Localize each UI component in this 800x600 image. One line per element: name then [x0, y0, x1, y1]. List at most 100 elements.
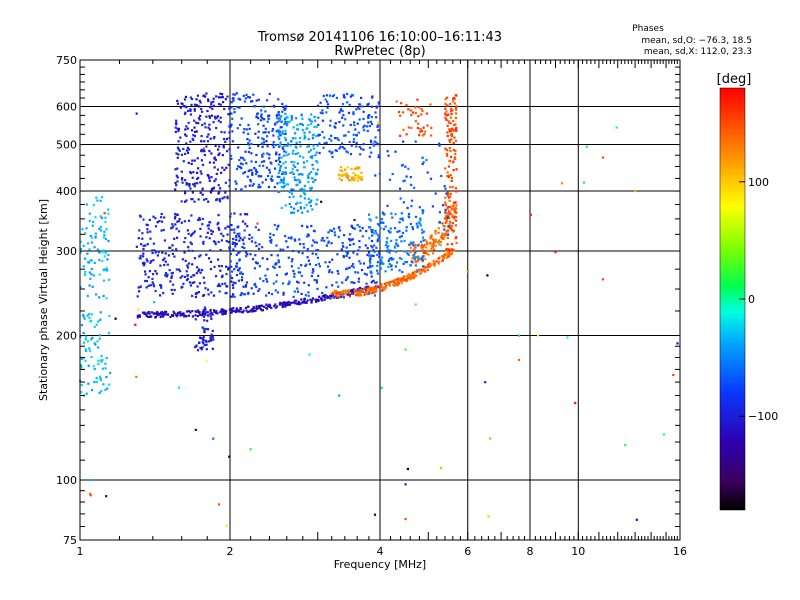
data-points — [79, 92, 679, 527]
data-point — [361, 290, 364, 294]
data-point — [352, 171, 355, 174]
data-point — [338, 226, 341, 229]
data-point — [283, 302, 286, 305]
data-point — [176, 176, 179, 179]
data-point — [242, 172, 245, 175]
data-point — [345, 254, 348, 257]
data-point — [183, 220, 186, 223]
data-point — [98, 251, 101, 254]
data-point — [241, 272, 244, 276]
data-point — [191, 176, 194, 179]
data-point — [421, 130, 424, 133]
data-point — [414, 111, 417, 114]
data-point — [203, 198, 206, 201]
data-point — [401, 231, 405, 234]
data-point — [422, 161, 425, 164]
data-point — [176, 236, 179, 239]
data-point — [269, 240, 272, 243]
data-point — [84, 348, 87, 351]
data-point — [430, 126, 433, 129]
data-point — [218, 265, 221, 268]
data-point — [261, 116, 264, 119]
data-point — [337, 235, 340, 238]
data-point — [205, 340, 208, 343]
data-point — [454, 219, 458, 222]
data-point — [198, 255, 201, 258]
data-point — [308, 201, 311, 204]
data-point — [279, 303, 282, 306]
data-point — [235, 167, 239, 171]
data-point — [446, 154, 449, 157]
data-point — [193, 200, 196, 203]
data-point — [306, 256, 309, 259]
data-point — [218, 290, 221, 293]
data-point — [377, 234, 380, 237]
data-point — [342, 134, 346, 137]
data-point — [273, 304, 276, 308]
data-point — [342, 173, 345, 176]
data-point — [186, 274, 189, 277]
data-point — [402, 111, 405, 114]
data-point — [304, 301, 307, 304]
data-point — [402, 277, 405, 280]
data-point — [352, 263, 355, 266]
data-point — [307, 234, 310, 237]
data-point — [265, 140, 268, 143]
data-point — [205, 360, 208, 363]
data-point — [185, 270, 188, 273]
data-point — [237, 269, 240, 272]
data-point — [315, 173, 318, 176]
data-point — [234, 282, 237, 285]
data-point — [450, 132, 453, 135]
data-point — [184, 315, 187, 318]
data-point — [269, 236, 272, 239]
data-point — [314, 119, 317, 122]
data-point — [317, 262, 320, 265]
data-point — [299, 201, 302, 204]
data-point — [252, 306, 255, 309]
data-point — [445, 192, 448, 195]
data-point — [230, 101, 234, 104]
data-point — [454, 149, 457, 152]
data-point — [371, 96, 374, 99]
data-point — [98, 391, 101, 394]
data-point — [185, 183, 188, 186]
data-point — [99, 225, 102, 228]
data-point — [199, 235, 202, 238]
data-point — [172, 283, 175, 286]
data-point — [566, 336, 569, 339]
data-point — [222, 101, 225, 104]
data-point — [376, 264, 379, 267]
data-point — [260, 160, 263, 163]
data-point — [276, 117, 279, 120]
data-point — [208, 128, 211, 131]
data-point — [266, 145, 269, 148]
data-point — [309, 298, 312, 301]
data-point — [306, 248, 309, 251]
data-point — [351, 292, 354, 295]
data-point — [345, 293, 348, 296]
data-point — [220, 130, 223, 134]
data-point — [139, 257, 142, 260]
data-point — [285, 151, 288, 154]
data-point — [213, 166, 216, 169]
data-point — [199, 254, 202, 257]
data-point — [260, 304, 264, 307]
data-point — [235, 92, 238, 95]
data-point — [446, 124, 449, 127]
data-point — [317, 133, 320, 136]
data-point — [410, 114, 413, 117]
data-point — [289, 301, 292, 304]
data-point — [257, 144, 260, 148]
data-point — [277, 111, 280, 114]
data-point — [104, 220, 107, 224]
data-point — [346, 276, 349, 279]
data-point — [266, 99, 269, 102]
data-point — [97, 363, 100, 366]
data-point — [217, 148, 220, 151]
data-point — [201, 150, 204, 153]
data-point — [219, 284, 222, 288]
data-point — [202, 240, 205, 243]
data-point — [419, 128, 422, 131]
data-point — [316, 168, 319, 171]
